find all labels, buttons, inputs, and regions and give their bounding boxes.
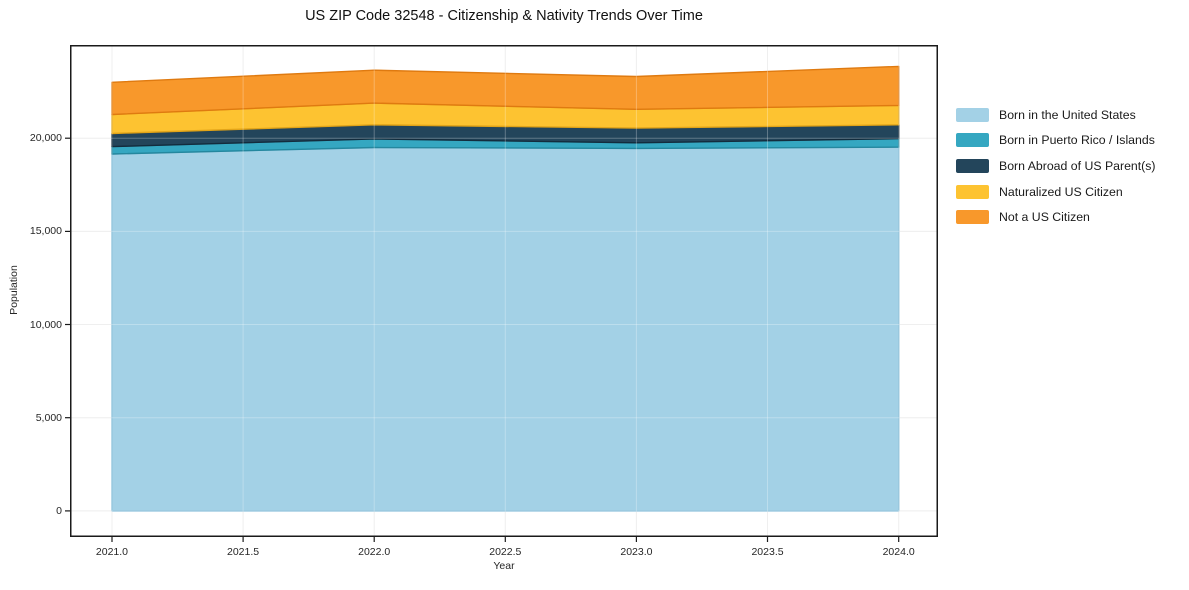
y-tick-label: 10,000 bbox=[29, 318, 62, 331]
x-tick-label: 2023.0 bbox=[620, 546, 653, 558]
x-tick-label: 2022.0 bbox=[358, 546, 391, 558]
legend-swatch-icon bbox=[956, 133, 989, 148]
x-tick-label: 2023.5 bbox=[751, 546, 784, 558]
legend-item-born-abroad-of-us-parent-s: Born Abroad of US Parent(s) bbox=[956, 153, 1156, 179]
legend-item-born-in-puerto-rico-islands: Born in Puerto Rico / Islands bbox=[956, 128, 1156, 154]
y-axis-label: Population bbox=[8, 265, 20, 315]
y-tick-label: 15,000 bbox=[29, 225, 62, 238]
plot-border bbox=[70, 45, 938, 537]
legend-label: Born in Puerto Rico / Islands bbox=[999, 133, 1155, 148]
legend-label: Born in the United States bbox=[999, 107, 1136, 122]
x-tick-label: 2021.0 bbox=[95, 546, 129, 558]
chart-title: US ZIP Code 32548 - Citizenship & Nativi… bbox=[305, 8, 703, 24]
legend-item-naturalized-us-citizen: Naturalized US Citizen bbox=[956, 179, 1156, 205]
y-tick-label: 0 bbox=[56, 504, 62, 517]
x-tick-label: 2022.5 bbox=[489, 546, 522, 558]
legend-swatch-icon bbox=[956, 107, 989, 122]
legend-label: Not a US Citizen bbox=[999, 210, 1090, 225]
legend-item-born-in-the-united-states: Born in the United States bbox=[956, 102, 1156, 128]
x-axis-label: Year bbox=[493, 560, 515, 572]
legend-swatch-icon bbox=[956, 184, 989, 199]
stacked-area-plot bbox=[65, 45, 938, 542]
legend: Born in the United States Born in Puerto … bbox=[956, 102, 1156, 230]
y-tick-label: 20,000 bbox=[29, 132, 62, 145]
legend-swatch-icon bbox=[956, 210, 989, 225]
x-tick-label: 2021.5 bbox=[227, 546, 260, 558]
legend-label: Naturalized US Citizen bbox=[999, 184, 1123, 199]
y-tick-label: 5,000 bbox=[35, 411, 62, 424]
plot-area bbox=[65, 45, 938, 542]
legend-item-not-a-us-citizen: Not a US Citizen bbox=[956, 204, 1156, 230]
legend-label: Born Abroad of US Parent(s) bbox=[999, 158, 1156, 173]
legend-swatch-icon bbox=[956, 158, 989, 173]
area-not-a-us-citizen bbox=[111, 65, 900, 116]
x-tick-label: 2024.0 bbox=[882, 546, 915, 558]
